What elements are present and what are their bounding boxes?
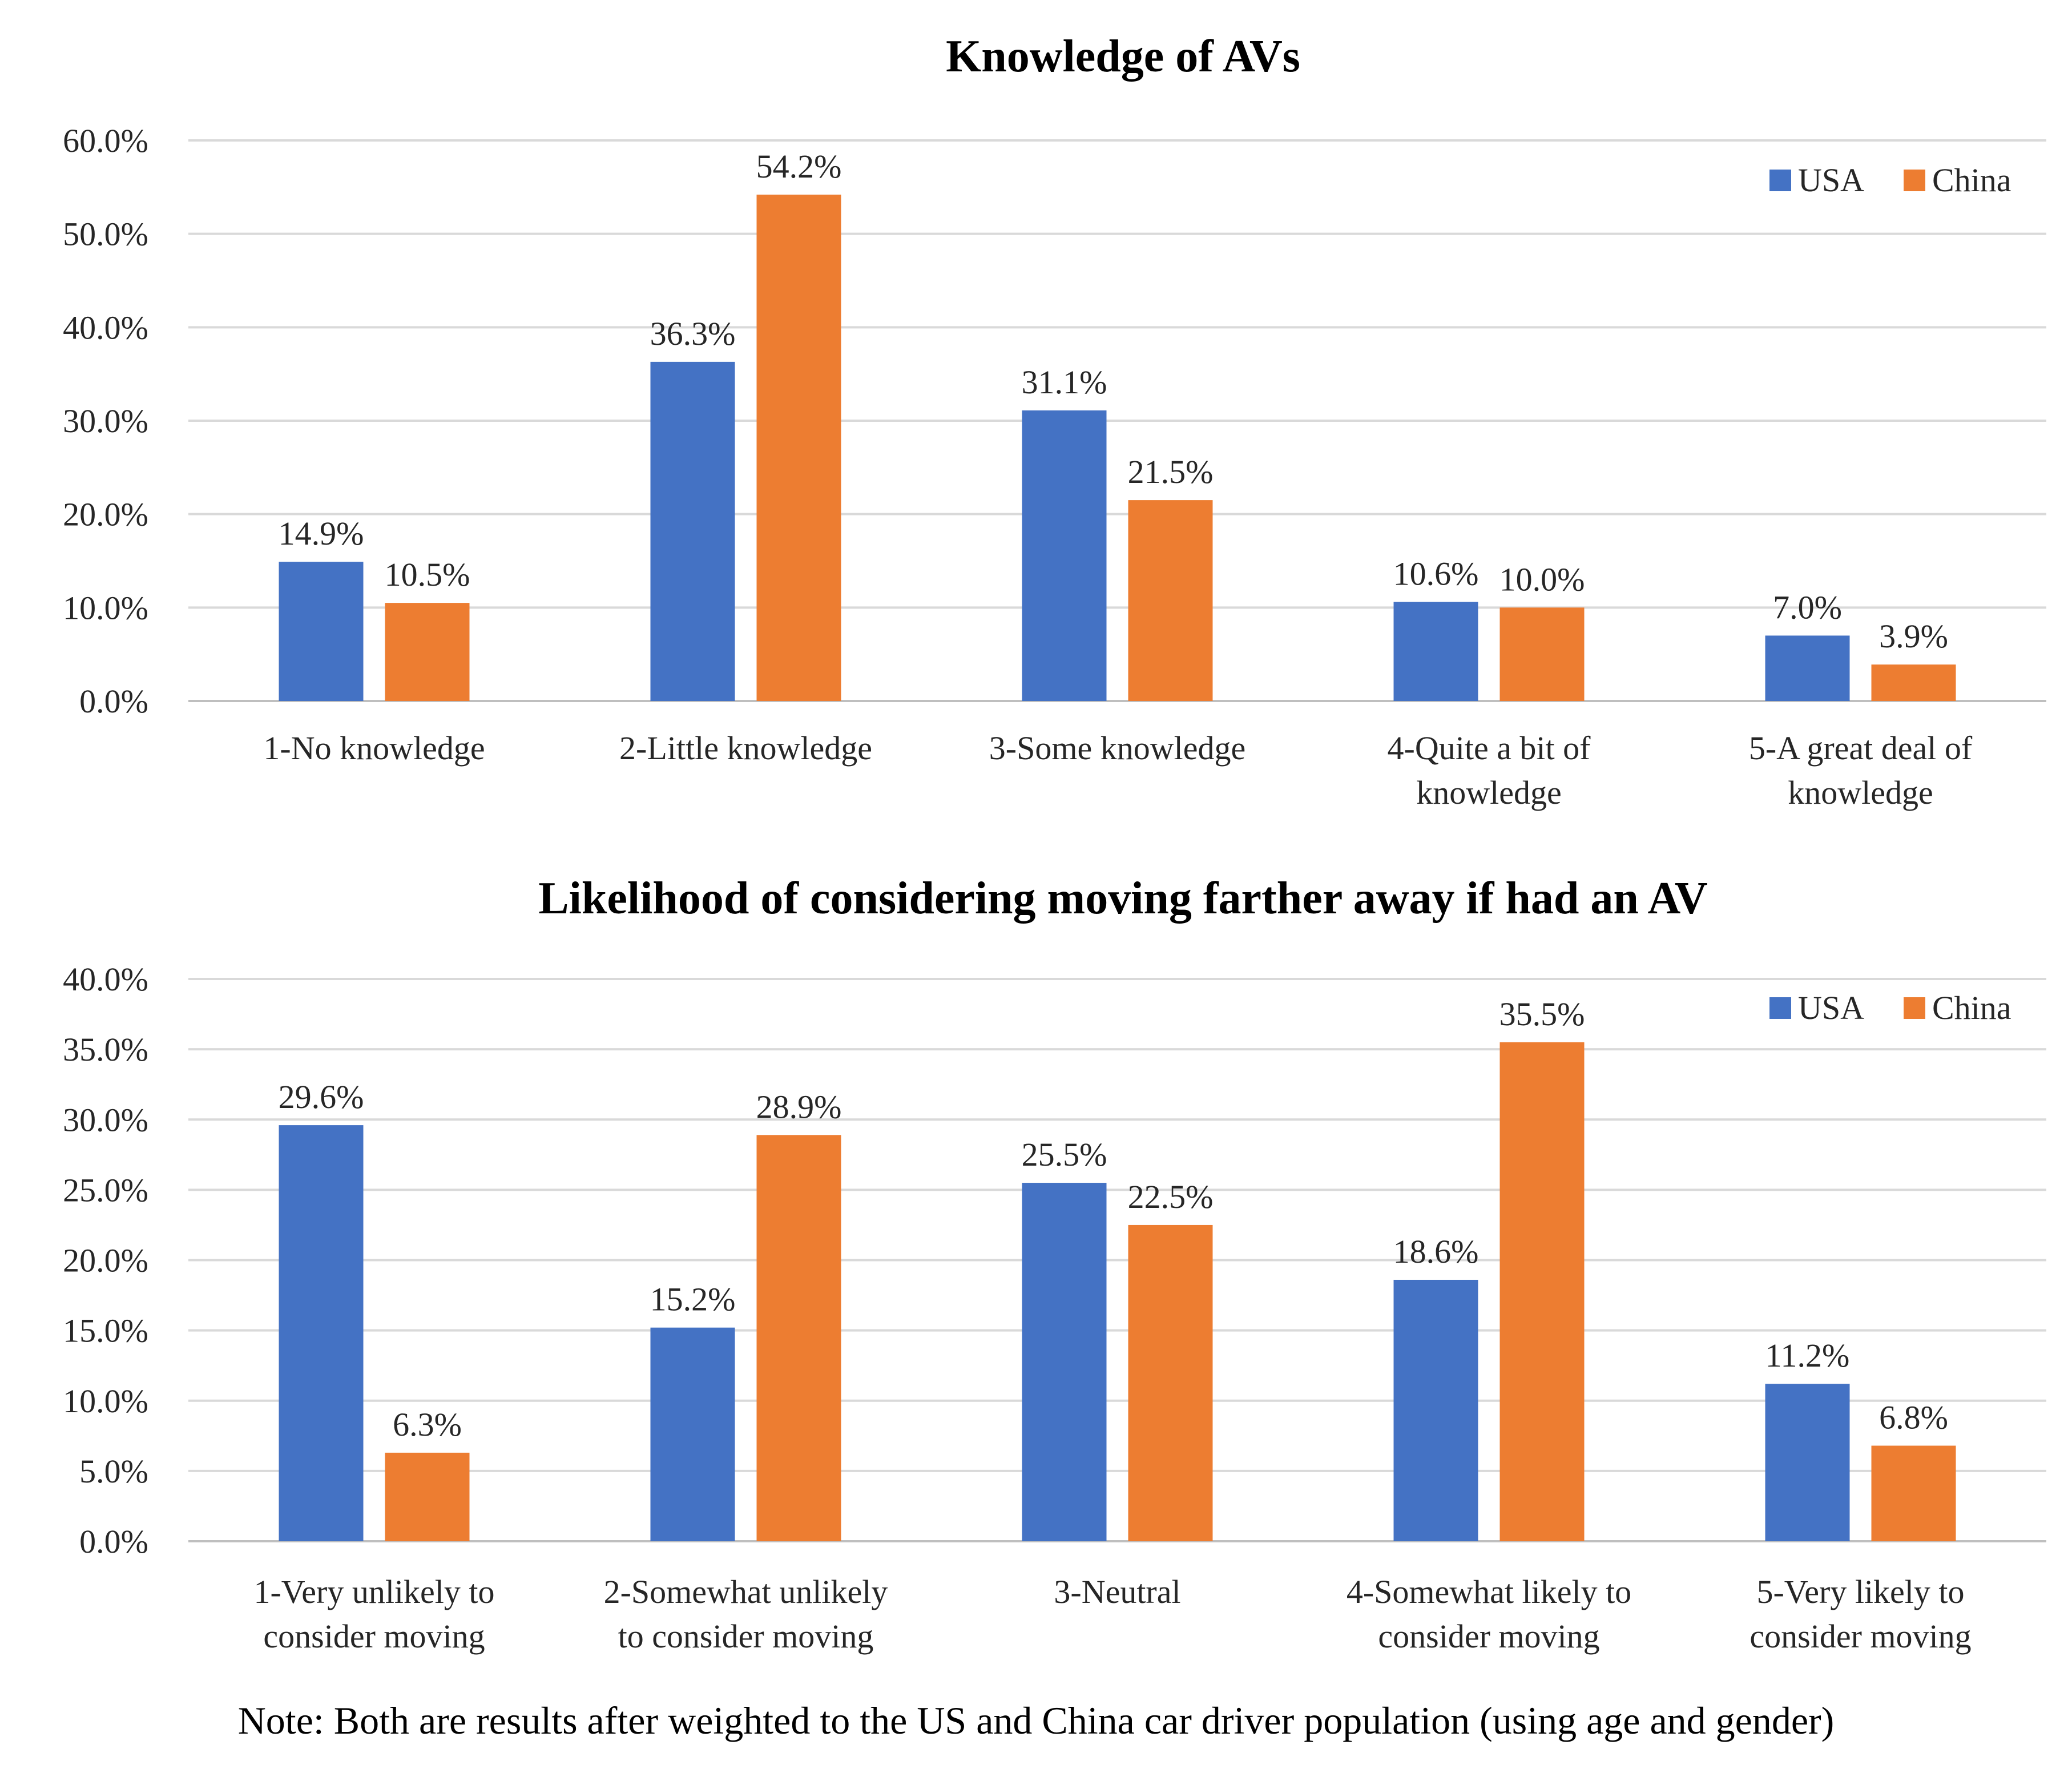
category-label-line: 3-Neutral (1054, 1573, 1180, 1610)
data-label: 14.9% (279, 515, 364, 552)
y-tick-label: 10.0% (63, 1383, 148, 1420)
y-tick-label: 30.0% (63, 1101, 148, 1138)
bar-china (1871, 664, 1956, 701)
data-label: 54.2% (756, 148, 842, 185)
category-label: 4-Somewhat likely to consider moving (1347, 1573, 1631, 1655)
data-label: 25.5% (1022, 1136, 1107, 1173)
chart-title: Likelihood of considering moving farther… (538, 873, 1707, 924)
legend-label-china: China (1932, 989, 2011, 1026)
bar-usa (650, 1327, 735, 1541)
legend-label-usa: USA (1798, 989, 1864, 1026)
bar-china (1499, 607, 1585, 701)
data-label: 7.0% (1773, 589, 1842, 626)
bar-usa (279, 562, 364, 701)
chart-2: Likelihood of considering moving farther… (63, 873, 2046, 1655)
category-label: 2-Somewhat unlikely to consider moving (604, 1573, 888, 1655)
bar-china (1128, 1224, 1213, 1541)
category-label: 5-Very likely to consider moving (1749, 1573, 1971, 1655)
y-tick-label: 20.0% (63, 496, 148, 533)
legend-swatch-usa (1769, 170, 1791, 191)
category-label: 3-Neutral (1054, 1573, 1180, 1610)
y-tick-label: 30.0% (63, 402, 148, 440)
y-tick-label: 50.0% (63, 216, 148, 253)
legend-swatch-china (1904, 997, 1925, 1019)
bar-usa (1393, 602, 1478, 701)
bar-usa (1765, 1384, 1850, 1541)
category-label-line: knowledge (1788, 774, 1933, 811)
category-label: 1-Very unlikely to consider moving (253, 1573, 494, 1655)
bar-china (1128, 500, 1213, 701)
y-tick-label: 40.0% (63, 961, 148, 998)
category-label-line: knowledge (1416, 774, 1562, 811)
data-label: 3.9% (1879, 618, 1948, 655)
bar-china (1871, 1445, 1956, 1541)
data-label: 29.6% (279, 1078, 364, 1115)
legend-label-usa: USA (1798, 162, 1864, 199)
data-label: 15.2% (650, 1281, 736, 1318)
y-tick-label: 60.0% (63, 122, 148, 159)
y-tick-label: 0.0% (79, 1523, 148, 1560)
data-label: 21.5% (1128, 453, 1214, 490)
category-label-line: to consider moving (618, 1618, 874, 1655)
chart-title: Knowledge of AVs (946, 31, 1300, 82)
data-label: 10.6% (1393, 555, 1479, 593)
category-label-line: consider moving (1378, 1618, 1599, 1655)
bar-china (756, 194, 841, 702)
data-label: 36.3% (650, 315, 736, 352)
legend-swatch-usa (1769, 997, 1791, 1019)
data-label: 28.9% (756, 1088, 842, 1125)
category-label: 5-A great deal of knowledge (1749, 730, 1973, 811)
data-label: 10.0% (1499, 561, 1585, 598)
category-label-line: 4-Somewhat likely to (1347, 1573, 1631, 1610)
y-tick-label: 0.0% (79, 683, 148, 720)
bar-usa (1022, 1183, 1107, 1541)
bar-china (1499, 1042, 1585, 1541)
bar-china (756, 1135, 841, 1541)
category-label: 4-Quite a bit of knowledge (1388, 730, 1591, 811)
y-tick-label: 35.0% (63, 1031, 148, 1068)
category-label-line: 4-Quite a bit of (1388, 730, 1591, 767)
category-label-line: 1-Very unlikely to (253, 1573, 494, 1610)
category-label-line: 3-Some knowledge (989, 730, 1245, 767)
bar-china (385, 603, 470, 701)
data-label: 10.5% (385, 556, 470, 593)
category-label-line: 5-A great deal of (1749, 730, 1973, 767)
category-label-line: 2-Little knowledge (619, 730, 872, 767)
y-tick-label: 15.0% (63, 1312, 148, 1349)
bar-usa (279, 1125, 364, 1541)
bar-usa (1022, 410, 1107, 701)
data-label: 22.5% (1128, 1178, 1214, 1215)
footnote: Note: Both are results after weighted to… (237, 1699, 1835, 1742)
data-label: 11.2% (1765, 1337, 1850, 1374)
chart-1: Knowledge of AVs 0.0% 10.0% 20.0% 30.0% 40.0%… (63, 31, 2046, 811)
category-label: 2-Little knowledge (619, 730, 872, 767)
y-tick-label: 25.0% (63, 1171, 148, 1208)
bar-usa (1393, 1279, 1478, 1541)
category-label-line: 5-Very likely to (1756, 1573, 1964, 1610)
data-label: 35.5% (1499, 996, 1585, 1033)
y-tick-label: 20.0% (63, 1242, 148, 1279)
category-label: 1-No knowledge (263, 730, 485, 767)
bar-usa (650, 361, 735, 701)
data-label: 6.3% (393, 1406, 462, 1443)
category-label: 3-Some knowledge (989, 730, 1245, 767)
y-tick-label: 10.0% (63, 589, 148, 626)
bar-china (385, 1452, 470, 1541)
legend-label-china: China (1932, 162, 2011, 199)
data-label: 31.1% (1022, 364, 1107, 401)
category-label-line: 2-Somewhat unlikely (604, 1573, 888, 1610)
category-label-line: consider moving (263, 1618, 485, 1655)
category-label-line: 1-No knowledge (263, 730, 485, 767)
data-label: 18.6% (1393, 1233, 1479, 1270)
category-label-line: consider moving (1749, 1618, 1971, 1655)
legend-swatch-china (1904, 170, 1925, 191)
data-label: 6.8% (1879, 1399, 1948, 1436)
y-tick-label: 5.0% (79, 1453, 148, 1490)
bar-usa (1765, 635, 1850, 701)
y-tick-label: 40.0% (63, 309, 148, 346)
